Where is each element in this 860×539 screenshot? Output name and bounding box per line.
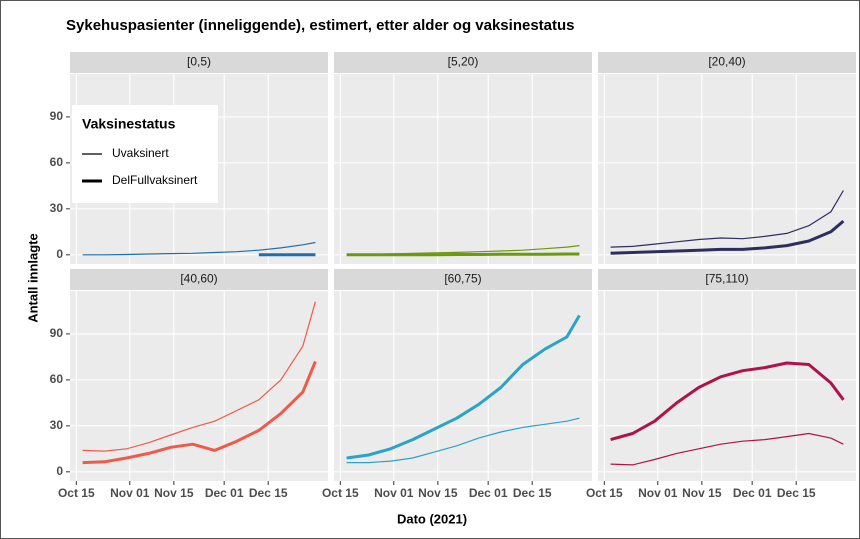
x-tick-label: Dec 01: [733, 486, 772, 500]
series-line: [82, 241, 316, 256]
series-line: [82, 360, 317, 465]
x-tick-label: Nov 15: [418, 486, 458, 500]
x-axis-label: Dato (2021): [397, 511, 467, 526]
y-tick-label: 30: [50, 201, 64, 215]
series-line: [346, 314, 581, 460]
x-tick-label: Dec 15: [777, 486, 816, 500]
series-line: [610, 432, 844, 466]
panel-background: [70, 291, 328, 481]
strip-label: [5,20): [448, 55, 479, 69]
panel-background: [334, 74, 592, 264]
strip: [598, 52, 856, 73]
x-tick-label: Dec 01: [205, 486, 244, 500]
strip-label: [20,40): [708, 55, 745, 69]
legend-label: DelFullvaksinert: [112, 173, 198, 187]
strip-label: [0,5): [187, 55, 211, 69]
x-tick-label: Nov 15: [154, 486, 194, 500]
panel-background: [598, 291, 856, 481]
series-line: [610, 219, 845, 255]
y-tick-label: 60: [50, 372, 64, 386]
y-tick-label: 30: [50, 418, 64, 432]
panel-background: [598, 74, 856, 264]
series-line: [610, 361, 845, 442]
strip-label: [40,60): [180, 272, 217, 286]
y-tick-label: 60: [50, 155, 64, 169]
strip: [598, 269, 856, 290]
x-tick-label: Nov 01: [110, 486, 150, 500]
x-tick-label: Nov 01: [638, 486, 678, 500]
strip: [334, 269, 592, 290]
x-tick-label: Dec 15: [249, 486, 288, 500]
y-tick-label: 90: [50, 326, 64, 340]
legend-title: Vaksinestatus: [82, 116, 176, 132]
series-line: [82, 301, 316, 452]
x-tick-label: Oct 15: [58, 486, 95, 500]
x-tick-label: Oct 15: [586, 486, 623, 500]
x-tick-label: Nov 01: [374, 486, 414, 500]
y-tick-label: 0: [56, 464, 63, 478]
x-tick-label: Dec 01: [469, 486, 508, 500]
strip-label: [75,110): [705, 272, 748, 286]
x-tick-label: Dec 15: [513, 486, 552, 500]
panel-background: [334, 291, 592, 481]
series-line: [346, 417, 580, 464]
chart-title: Sykehuspasienter (inneliggende), estimer…: [66, 17, 575, 34]
x-tick-label: Oct 15: [322, 486, 359, 500]
x-tick-label: Nov 15: [682, 486, 722, 500]
strip: [334, 52, 592, 73]
y-tick-label: 0: [56, 247, 63, 261]
series-line: [346, 252, 580, 257]
strip-label: [60,75): [444, 272, 481, 286]
y-axis-label: Antall innlagte: [25, 233, 40, 323]
series-line: [610, 190, 844, 248]
strip: [70, 269, 328, 290]
strip: [70, 52, 328, 73]
y-tick-label: 90: [50, 109, 64, 123]
legend-label: Uvaksinert: [112, 146, 169, 160]
